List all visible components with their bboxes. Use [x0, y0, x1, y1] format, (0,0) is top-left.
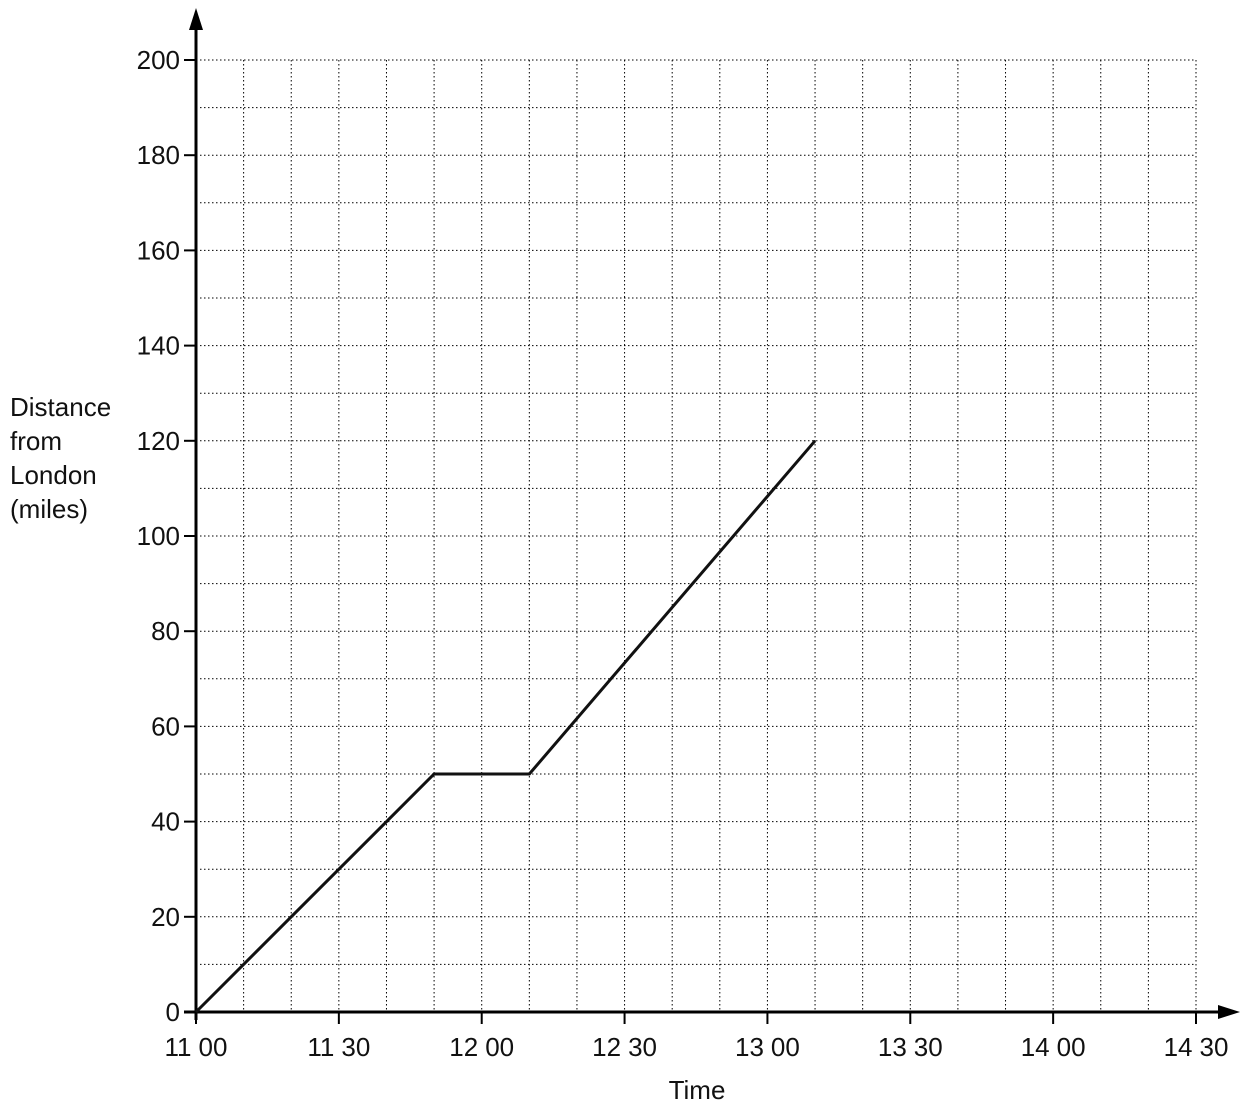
y-tick-label: 60	[151, 711, 180, 741]
y-tick-label: 100	[137, 521, 180, 551]
y-tick-label: 200	[137, 45, 180, 75]
x-axis-label: Time	[669, 1075, 726, 1105]
y-tick-label: 20	[151, 902, 180, 932]
x-axis-arrowhead	[1218, 1005, 1240, 1019]
y-axis-label-line: London	[10, 460, 97, 490]
y-tick-label: 160	[137, 235, 180, 265]
grid	[196, 59, 1197, 1012]
y-tick-label: 120	[137, 426, 180, 456]
y-axis-label: Distance from London (miles)	[10, 392, 118, 524]
x-tick-label: 13 00	[735, 1032, 800, 1062]
y-tick-label: 40	[151, 807, 180, 837]
x-tick-label: 13 30	[878, 1032, 943, 1062]
y-axis-label-line: from	[10, 426, 62, 456]
x-tick-label: 12 00	[449, 1032, 514, 1062]
x-tick-label: 14 00	[1021, 1032, 1086, 1062]
x-tick-label: 14 30	[1164, 1032, 1229, 1062]
y-tick-label: 0	[166, 997, 180, 1027]
axis-labels: Time Distance from London (miles)	[10, 392, 725, 1105]
axes	[184, 8, 1240, 1020]
y-axis-label-line: Distance	[10, 392, 111, 422]
y-tick-label: 140	[137, 331, 180, 361]
y-axis-label-line: (miles)	[10, 494, 88, 524]
journey-line	[194, 439, 817, 1014]
ticks: 0 20 40 60 80 100 120 140 160 180 200 11 00 11 30 12 00 1…	[137, 45, 1229, 1062]
y-tick-label: 80	[151, 616, 180, 646]
y-axis-arrowhead	[189, 8, 203, 30]
y-tick-label: 180	[137, 140, 180, 170]
data-series	[194, 439, 817, 1014]
x-tick-label: 11 30	[307, 1032, 370, 1062]
x-tick-label: 11 00	[165, 1032, 228, 1062]
x-tick-label: 12 30	[592, 1032, 657, 1062]
